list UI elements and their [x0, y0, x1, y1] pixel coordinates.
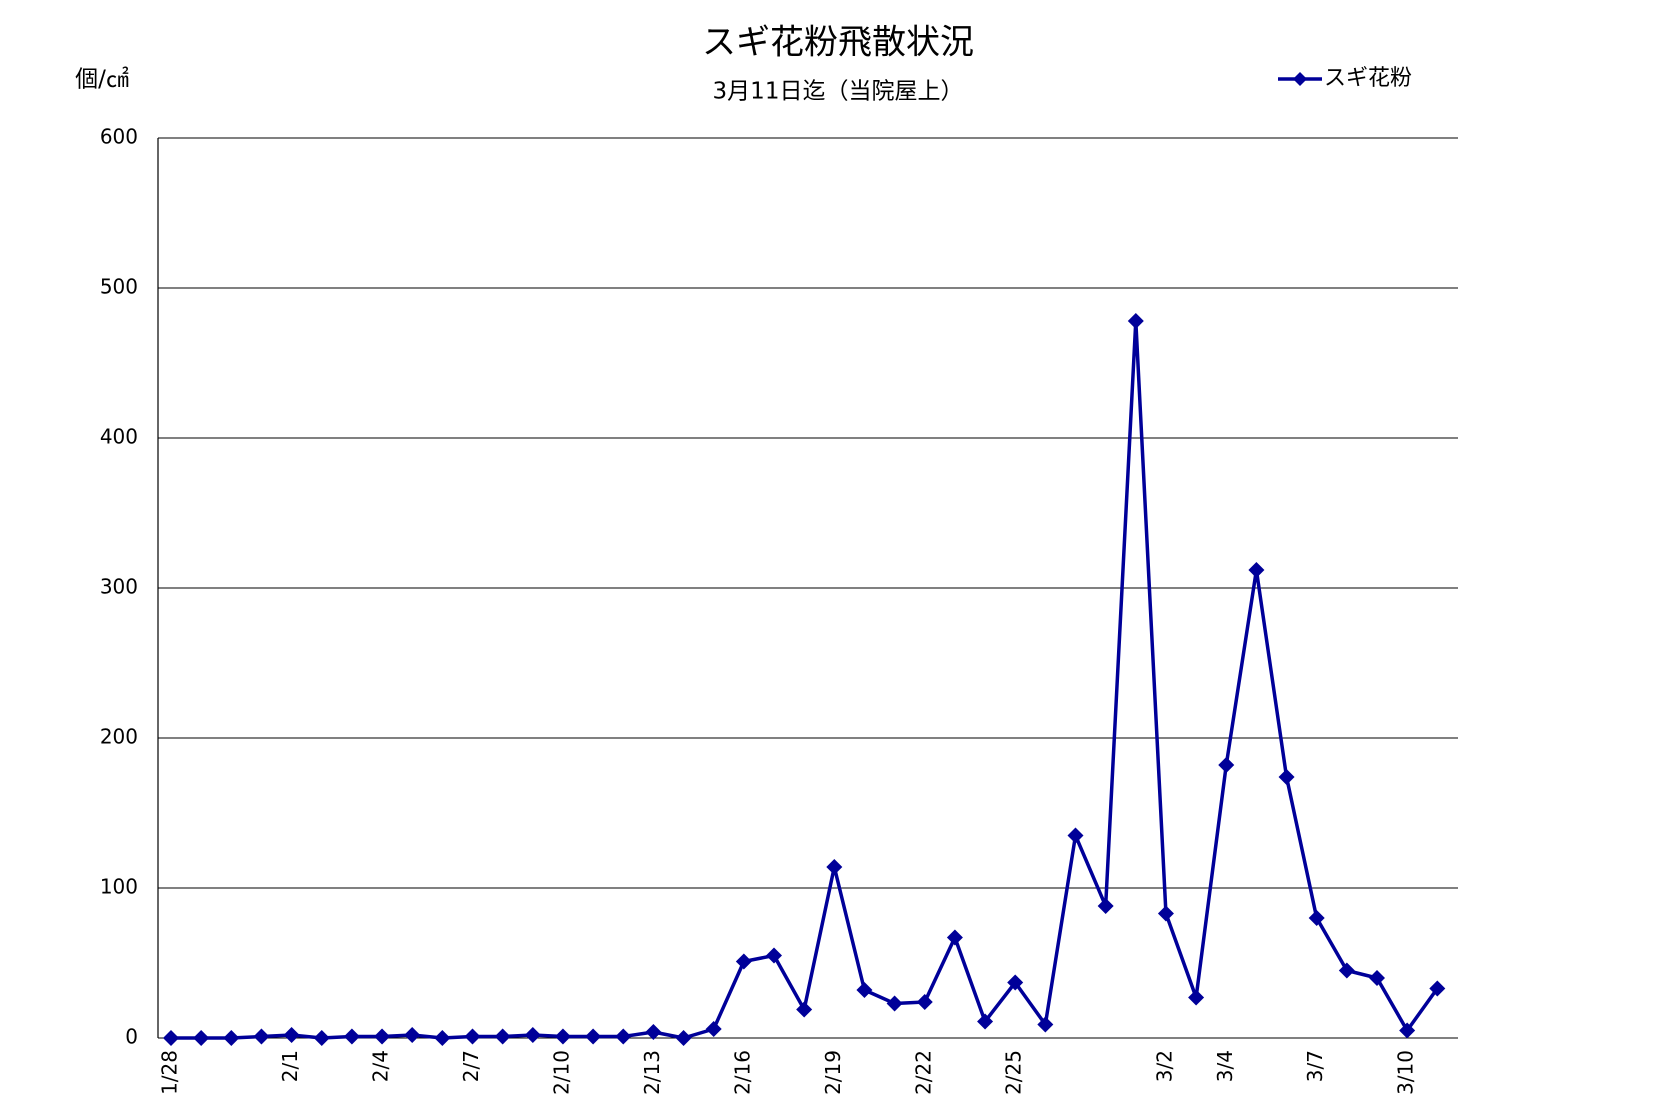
x-tick-label: 3/7	[1303, 1050, 1327, 1082]
data-marker	[313, 1030, 330, 1046]
data-marker	[946, 929, 963, 946]
y-tick-label: 100	[100, 875, 138, 899]
data-marker	[826, 859, 843, 875]
x-tick-label: 2/1	[278, 1050, 302, 1082]
data-marker	[796, 1001, 813, 1018]
data-marker	[856, 982, 873, 998]
data-marker	[1308, 910, 1325, 926]
data-marker	[193, 1030, 210, 1046]
y-tick-label: 600	[100, 125, 138, 149]
x-tick-label: 1/28	[158, 1050, 182, 1095]
chart-subtitle: 3月11日迄（当院屋上）	[713, 79, 964, 105]
y-tick-label: 0	[125, 1025, 138, 1049]
legend-label: スギ花粉	[1324, 66, 1412, 91]
data-marker	[434, 1030, 451, 1046]
data-marker	[886, 995, 903, 1012]
data-marker	[1157, 905, 1174, 922]
x-tick-label: 2/4	[369, 1050, 393, 1082]
data-marker	[1399, 1022, 1416, 1039]
x-tick-label: 3/2	[1152, 1050, 1176, 1082]
x-tick-label: 2/22	[911, 1050, 935, 1095]
data-marker	[554, 1028, 571, 1045]
x-tick-label: 2/7	[459, 1050, 483, 1082]
data-marker	[675, 1030, 692, 1046]
data-marker	[524, 1027, 541, 1043]
data-marker	[1037, 1016, 1054, 1033]
data-marker	[464, 1028, 481, 1045]
legend-marker	[1293, 72, 1307, 86]
y-tick-label: 200	[100, 725, 138, 749]
data-marker	[585, 1028, 602, 1045]
x-tick-label: 3/4	[1213, 1050, 1237, 1082]
data-marker	[1097, 898, 1114, 914]
y-tick-label: 500	[100, 275, 138, 299]
y-axis-label: 個/㎠	[75, 67, 129, 93]
x-tick-label: 3/10	[1394, 1050, 1418, 1095]
data-marker	[404, 1027, 421, 1043]
data-marker	[1369, 970, 1385, 986]
data-marker	[1248, 562, 1265, 578]
data-marker	[645, 1024, 662, 1040]
data-marker	[1429, 980, 1446, 997]
data-marker	[977, 1013, 994, 1030]
data-marker	[1278, 769, 1295, 785]
x-tick-label: 2/10	[549, 1050, 573, 1095]
data-marker	[163, 1030, 179, 1046]
data-marker	[1188, 989, 1205, 1006]
chart-title: スギ花粉飛散状況	[702, 23, 974, 63]
x-tick-label: 2/25	[1002, 1050, 1026, 1095]
data-marker	[374, 1028, 391, 1045]
data-marker	[615, 1028, 632, 1045]
data-marker	[1338, 962, 1355, 979]
y-tick-label: 400	[100, 425, 138, 449]
data-marker	[1127, 313, 1144, 329]
data-marker	[343, 1028, 360, 1045]
data-marker	[283, 1027, 300, 1043]
x-tick-label: 2/19	[821, 1050, 845, 1095]
data-marker	[766, 947, 782, 964]
data-marker	[1007, 974, 1024, 991]
x-tick-label: 2/16	[730, 1050, 754, 1095]
y-tick-label: 300	[100, 575, 138, 599]
data-marker	[1067, 827, 1084, 844]
data-marker	[1218, 757, 1235, 773]
data-marker	[735, 953, 752, 970]
data-marker	[494, 1028, 511, 1045]
x-tick-label: 2/13	[640, 1050, 664, 1095]
data-marker	[223, 1030, 240, 1046]
data-marker	[253, 1028, 270, 1045]
data-marker	[705, 1021, 722, 1037]
data-marker	[916, 994, 933, 1010]
